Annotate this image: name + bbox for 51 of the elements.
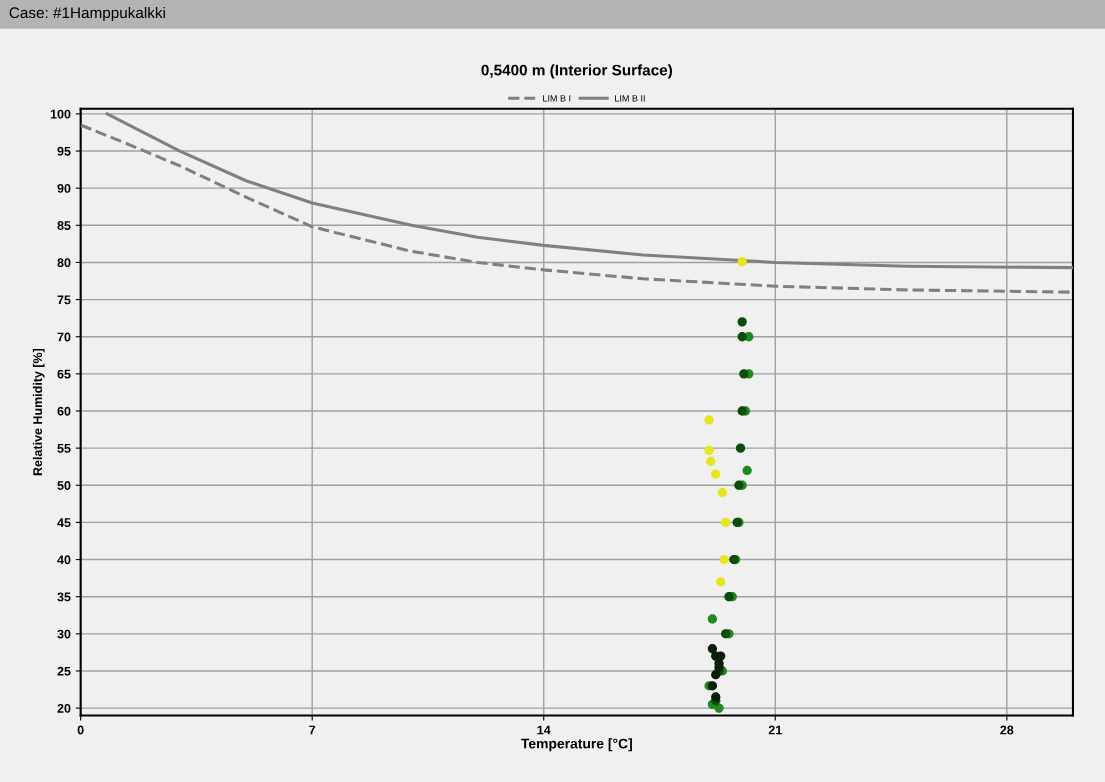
point xyxy=(717,488,727,498)
y-tick-label: 20 xyxy=(57,703,71,713)
point xyxy=(704,445,714,456)
y-tick-label: 95 xyxy=(57,146,71,156)
point xyxy=(711,692,721,702)
line-series xyxy=(80,123,1073,294)
point xyxy=(716,577,726,587)
x-tick-label: 14 xyxy=(537,725,551,735)
y-axis-title: Relative Humidity [%] xyxy=(32,348,45,476)
y-tick-label: 100 xyxy=(50,109,71,119)
point xyxy=(707,644,718,654)
y-tick-label: 35 xyxy=(57,592,71,602)
y-tick-label: 75 xyxy=(57,295,71,305)
y-tick-label: 85 xyxy=(57,221,71,230)
y-tick-label: 45 xyxy=(57,518,71,528)
point xyxy=(711,469,721,479)
point xyxy=(737,406,747,416)
y-tick-label: 70 xyxy=(57,332,71,342)
y-tick-label: 25 xyxy=(57,666,71,676)
legend-label: LIM B II xyxy=(615,95,645,102)
point xyxy=(719,554,729,565)
point xyxy=(737,317,747,327)
x-axis-title: Temperature [°C] xyxy=(521,738,632,752)
point xyxy=(735,443,746,453)
point xyxy=(737,257,747,267)
point xyxy=(707,614,718,624)
point xyxy=(707,681,718,691)
y-tick-label: 60 xyxy=(57,406,71,416)
point xyxy=(714,703,724,713)
point xyxy=(706,456,716,467)
legend-label: LIM B I xyxy=(543,95,571,102)
y-tick-label: 55 xyxy=(57,444,71,453)
line-series xyxy=(105,112,1073,270)
point xyxy=(711,670,721,680)
point xyxy=(704,415,714,425)
point xyxy=(737,332,747,342)
y-tick-label: 90 xyxy=(57,183,71,193)
point xyxy=(721,517,731,528)
point xyxy=(739,369,749,379)
y-tick-label: 40 xyxy=(57,555,71,565)
y-tick-label: 80 xyxy=(57,258,71,268)
x-tick-label: 28 xyxy=(1000,725,1014,735)
x-tick-label: 0 xyxy=(77,725,84,735)
y-tick-label: 30 xyxy=(57,629,71,639)
x-tick-label: 21 xyxy=(768,725,782,735)
x-tick-label: 7 xyxy=(309,725,316,735)
text: Case: #1Hamppukalkki xyxy=(9,6,165,22)
y-tick-label: 65 xyxy=(57,369,71,379)
point xyxy=(742,465,752,476)
chart-title: 0,5400 m (Interior Surface) xyxy=(481,64,672,79)
y-tick-label: 50 xyxy=(57,481,71,490)
